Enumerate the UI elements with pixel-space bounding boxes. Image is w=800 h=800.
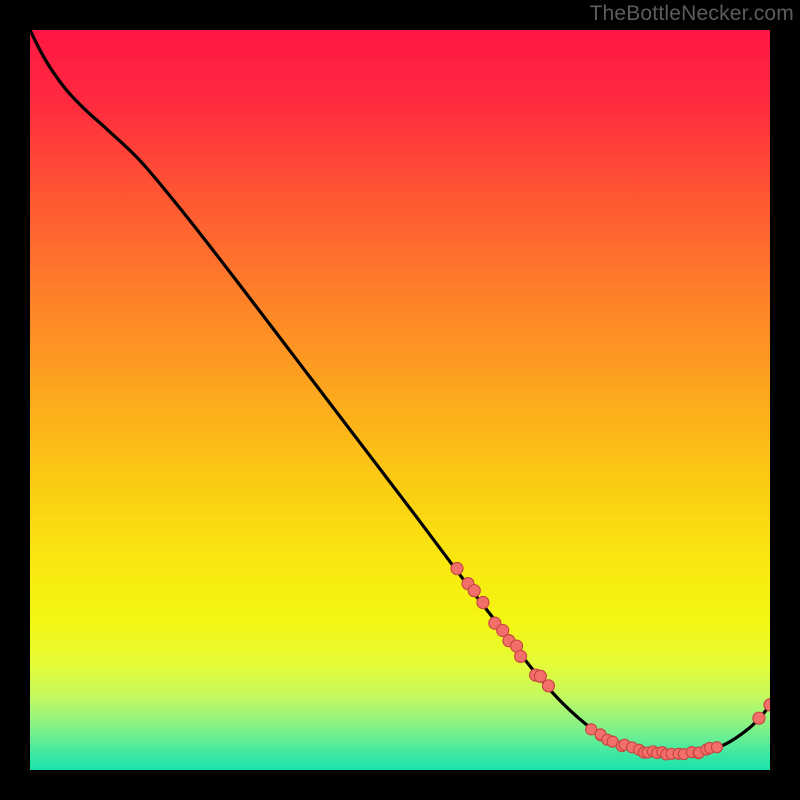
bottleneck-chart [30,30,770,770]
watermark-text: TheBottleNecker.com [589,2,794,26]
chart-svg [30,30,770,770]
